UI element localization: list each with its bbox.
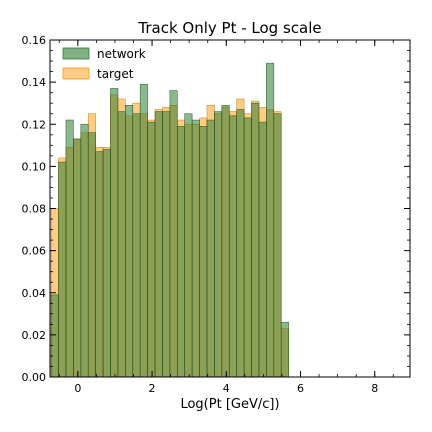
network-bar [132,113,141,378]
network-bar [73,138,82,378]
network-bar [65,119,74,378]
y-tick-label: 0.00 [22,371,47,384]
legend-label-target: target [97,67,134,81]
x-tick-label: 0 [74,382,81,395]
network-bar [169,90,178,378]
network-bar [139,83,148,378]
network-bar [117,111,126,378]
network-bar [243,117,252,378]
network-bar [162,111,171,378]
x-axis: 0 2 4 6 8 [58,40,394,395]
network-bar [214,111,223,378]
y-tick-label: 0.16 [22,34,47,47]
network-bar [280,321,289,378]
network-bar [87,132,96,378]
x-tick-label: 8 [371,382,378,395]
network-bar [206,119,215,378]
y-tick-label: 0.12 [22,118,47,131]
y-tick-label: 0.14 [22,76,47,89]
network-bar [258,121,267,378]
x-axis-label: Log(Pt [GeV/c]) [180,397,279,412]
network-bar [236,109,245,378]
network-bar [251,102,260,378]
legend-swatch-network [62,47,90,60]
network-bar [176,126,186,378]
y-tick-label: 0.02 [22,329,47,342]
y-tick-label: 0.08 [22,203,47,216]
legend-swatch-target [62,67,90,80]
network-bar [199,126,208,378]
y-tick-label: 0.06 [22,245,47,258]
network-bar [184,113,193,378]
network-bar [273,113,282,378]
network-bar [80,123,89,378]
x-tick-label: 2 [149,382,156,395]
network-bar [191,119,200,378]
y-tick-label: 0.10 [22,160,47,173]
network-bar [266,62,275,378]
legend-label-network: network [97,47,146,61]
network-bar [102,149,111,378]
network-bar [58,161,67,378]
network-bar [95,151,104,378]
network-bar [147,121,156,378]
network-bar [154,111,163,378]
network-bar [228,115,237,378]
legend: network target [62,47,146,81]
network-bars [50,62,289,378]
x-tick-label: 6 [297,382,304,395]
network-bar [221,104,230,378]
network-bar [125,104,134,378]
chart-title: Track Only Pt - Log scale [137,19,321,37]
y-axis: 0.00 0.02 0.04 0.06 0.08 0.10 0.12 0.14 0.16 [22,34,410,384]
x-tick-label: 4 [223,382,230,395]
y-tick-label: 0.04 [22,287,47,300]
network-bar [110,88,119,378]
network-bar [50,294,59,378]
